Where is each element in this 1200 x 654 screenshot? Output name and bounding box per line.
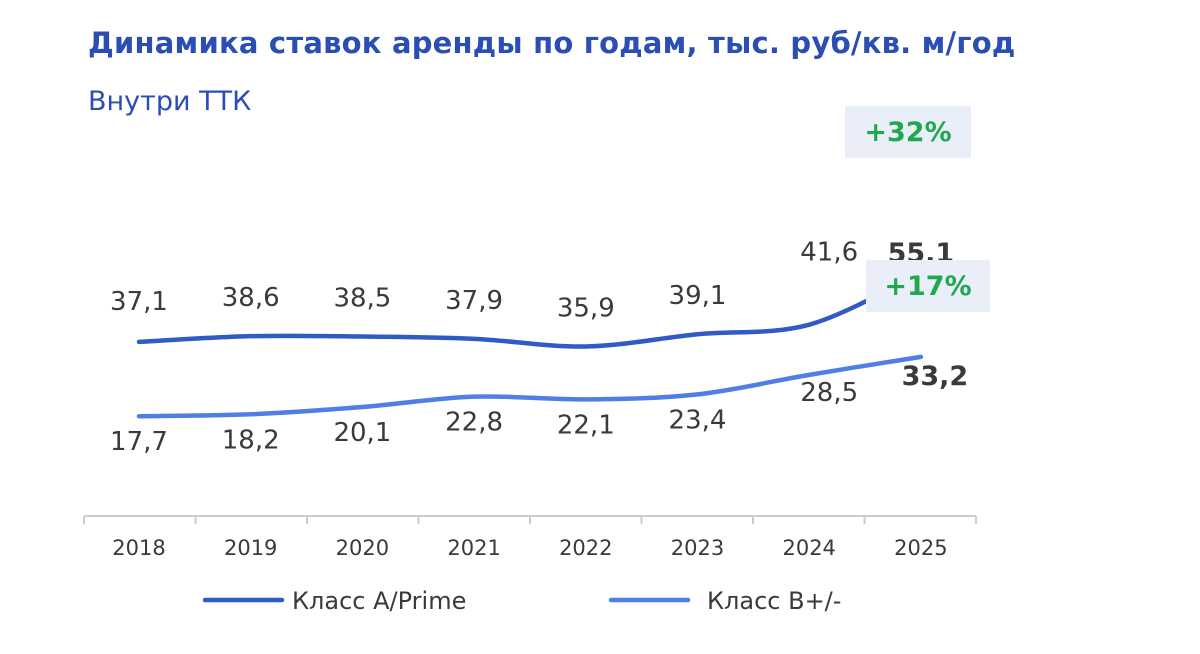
legend-label: Класс A/Prime [292,587,466,615]
data-label: 38,6 [222,283,280,313]
data-label: 39,1 [669,281,727,311]
chart-title: Динамика ставок аренды по годам, тыс. ру… [88,26,1016,60]
data-label: 18,2 [222,425,280,455]
chart-subtitle: Внутри ТТК [88,86,252,117]
data-label: 38,5 [333,284,391,314]
data-label: 22,1 [557,410,615,440]
x-tick-label: 2018 [112,536,165,560]
data-label: 20,1 [333,418,391,448]
x-tick-label: 2021 [447,536,500,560]
growth-badge-bg [866,260,990,312]
data-label: 35,9 [557,294,615,324]
legend-label: Класс B+/- [707,587,841,615]
data-label: 17,7 [110,427,168,457]
data-label: 22,8 [445,408,503,438]
x-tick-label: 2019 [224,536,277,560]
x-tick-label: 2023 [671,536,724,560]
x-tick-label: 2025 [894,536,947,560]
data-label: 37,9 [445,286,503,316]
data-label: 37,1 [110,287,168,317]
data-label: 41,6 [800,238,858,268]
growth-badge-text: +17% [884,271,971,302]
data-label: 33,2 [902,361,969,392]
x-tick-label: 2020 [336,536,389,560]
x-tick-label: 2024 [782,536,835,560]
data-label: 23,4 [669,405,727,435]
series-line-class-a [136,270,924,349]
series-line-class-b [136,354,924,419]
data-label: 28,5 [800,378,858,408]
x-tick-label: 2022 [559,536,612,560]
growth-badge-bg [845,106,971,158]
growth-badge-text: +32% [864,117,951,148]
